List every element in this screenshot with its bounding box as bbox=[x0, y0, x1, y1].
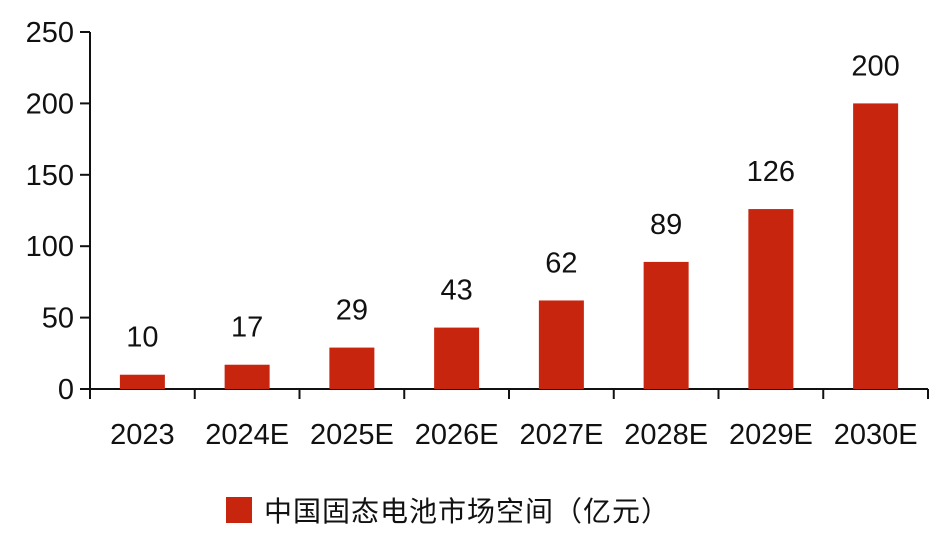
x-tick-label: 2030E bbox=[834, 419, 918, 451]
data-label: 89 bbox=[650, 209, 682, 241]
legend-swatch bbox=[226, 497, 252, 523]
y-tick-label: 200 bbox=[26, 88, 74, 120]
data-label: 126 bbox=[747, 156, 795, 188]
data-label: 62 bbox=[545, 247, 577, 279]
bar bbox=[748, 209, 794, 389]
x-tick-label: 2027E bbox=[519, 419, 603, 451]
bar bbox=[853, 103, 899, 390]
bar bbox=[329, 347, 375, 389]
x-tick-label: 2023 bbox=[110, 419, 175, 451]
bar bbox=[119, 374, 165, 389]
bar bbox=[224, 364, 270, 389]
legend-label: 中国固态电池市场空间（亿元） bbox=[264, 495, 671, 528]
data-label: 29 bbox=[336, 295, 368, 327]
bar bbox=[538, 300, 584, 389]
y-tick-label: 250 bbox=[26, 17, 74, 49]
data-label: 17 bbox=[231, 312, 263, 344]
x-tick-label: 2024E bbox=[205, 419, 289, 451]
y-tick-label: 100 bbox=[26, 231, 74, 263]
x-tick-label: 2026E bbox=[415, 419, 499, 451]
bar bbox=[434, 327, 480, 389]
y-axis: 0 50 100 150 200 250 bbox=[26, 17, 91, 406]
x-tick-label: 2028E bbox=[624, 419, 708, 451]
y-tick-label: 0 bbox=[58, 374, 74, 406]
x-tick-label: 2029E bbox=[729, 419, 813, 451]
data-label: 200 bbox=[851, 50, 899, 82]
x-axis: 2023 2024E 2025E 2026E 2027E 2028E 2029E 2030E bbox=[89, 388, 929, 451]
data-labels: 10 17 29 43 62 89 126 200 bbox=[126, 50, 900, 353]
y-tick-label: 150 bbox=[26, 160, 74, 192]
data-label: 10 bbox=[126, 322, 158, 354]
x-tick-label: 2025E bbox=[310, 419, 394, 451]
bar bbox=[643, 261, 689, 389]
legend: 中国固态电池市场空间（亿元） bbox=[226, 490, 670, 530]
data-label: 43 bbox=[440, 275, 472, 307]
y-tick-label: 50 bbox=[42, 303, 74, 335]
bars bbox=[119, 103, 899, 390]
